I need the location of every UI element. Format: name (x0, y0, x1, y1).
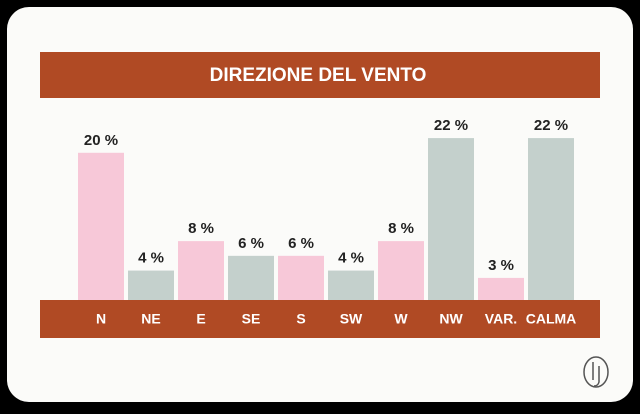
bar (478, 277, 524, 300)
value-label: 3 % (488, 257, 514, 274)
bar (328, 270, 374, 300)
x-tick-label: SW (340, 311, 363, 327)
x-tick-label: E (196, 311, 205, 327)
value-label: 22 % (434, 117, 468, 134)
bar (528, 138, 574, 300)
x-tick-label: VAR. (485, 311, 517, 327)
bar (428, 138, 474, 300)
value-label: 20 % (84, 132, 118, 149)
bar (178, 241, 224, 300)
bar (228, 255, 274, 300)
x-tick-label: N (96, 311, 106, 327)
value-label: 8 % (188, 220, 214, 237)
bar (278, 255, 324, 300)
value-label: 6 % (238, 235, 264, 252)
logo (583, 356, 609, 388)
bar (378, 241, 424, 300)
category-band (40, 300, 600, 338)
x-tick-label: SE (242, 311, 261, 327)
bar (128, 270, 174, 300)
value-label: 4 % (338, 250, 364, 267)
x-tick-label: S (296, 311, 305, 327)
bar (78, 152, 124, 300)
x-tick-label: W (394, 311, 408, 327)
x-tick-label: CALMA (526, 311, 577, 327)
value-label: 8 % (388, 220, 414, 237)
value-label: 22 % (534, 117, 568, 134)
title-band (40, 52, 600, 98)
x-tick-label: NE (141, 311, 160, 327)
value-label: 4 % (138, 250, 164, 267)
chart-title: DIREZIONE DEL VENTO (210, 65, 427, 86)
value-label: 6 % (288, 235, 314, 252)
x-tick-label: NW (439, 311, 463, 327)
